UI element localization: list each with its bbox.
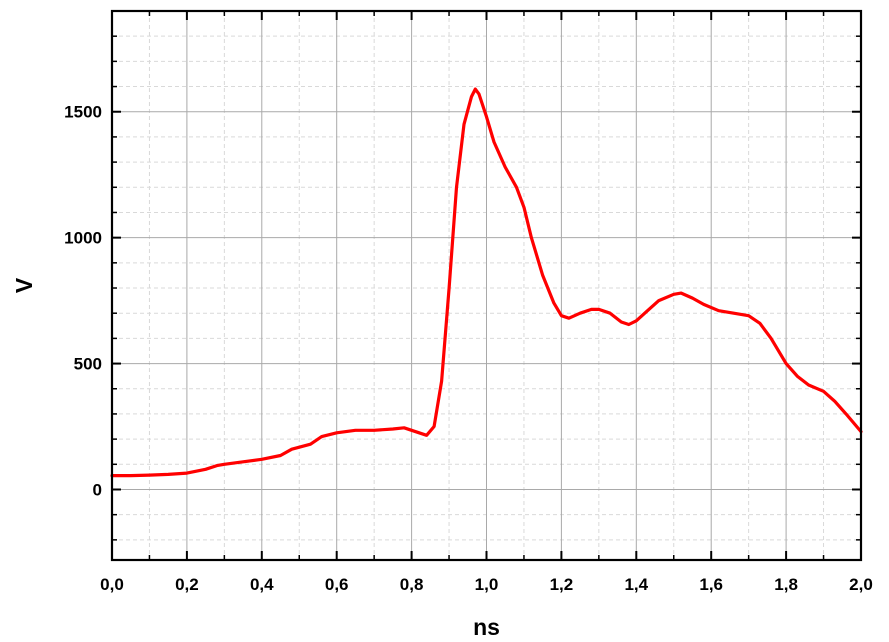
y-axis-tick-labels: 0 500 1000 1500 <box>64 103 102 500</box>
x-tick-label: 0,8 <box>400 575 424 594</box>
x-tick-label: 1,0 <box>475 575 499 594</box>
voltage-series-line <box>110 87 863 478</box>
x-tick-label: 1,4 <box>624 575 648 594</box>
y-tick-label: 1500 <box>64 103 102 122</box>
x-tick-label: 2,0 <box>849 575 873 594</box>
x-tick-label: 0,6 <box>325 575 349 594</box>
major-grid <box>112 11 861 560</box>
x-tick-label: 0,0 <box>100 575 124 594</box>
x-tick-label: 0,2 <box>175 575 199 594</box>
x-tick-label: 1,2 <box>550 575 574 594</box>
x-axis-title: ns <box>473 614 500 640</box>
axis-ticks <box>111 11 862 560</box>
y-axis-title: V <box>11 277 37 293</box>
x-tick-label: 1,8 <box>774 575 798 594</box>
x-tick-label: 0,4 <box>250 575 274 594</box>
y-tick-label: 0 <box>93 480 102 499</box>
x-axis-tick-labels: 0,0 0,2 0,4 0,6 0,8 1,0 1,2 1,4 1,6 1,8 2,0 <box>100 575 873 594</box>
y-tick-label: 500 <box>74 355 102 374</box>
y-tick-label: 1000 <box>64 229 102 248</box>
x-tick-label: 1,6 <box>699 575 723 594</box>
